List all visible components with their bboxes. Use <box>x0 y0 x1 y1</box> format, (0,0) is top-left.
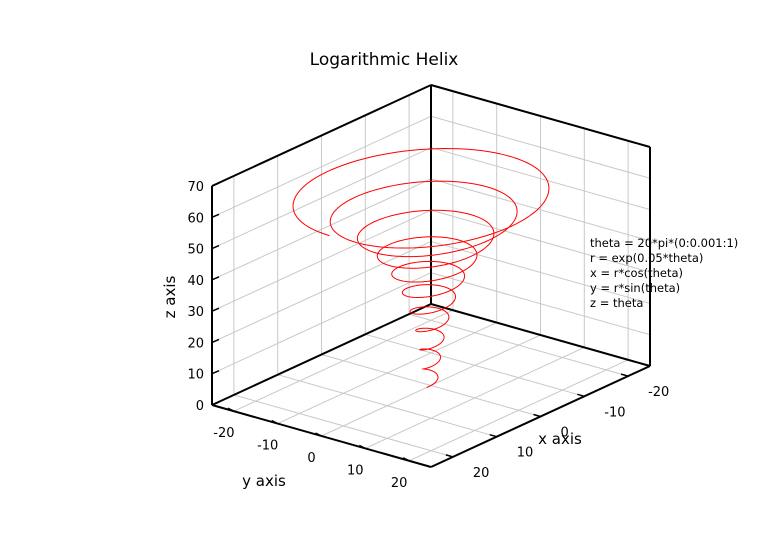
equation-annotation: theta = 20*pi*(0:0.001:1) r = exp(0.05*t… <box>590 236 738 310</box>
grid-line <box>430 178 651 242</box>
z-tick-mark <box>211 244 220 250</box>
y-tick-label: -10 <box>257 439 278 454</box>
grid-line <box>211 272 432 375</box>
z-tick-label: 30 <box>187 305 204 320</box>
annotation-line: r = exp(0.05*theta) <box>590 251 703 265</box>
grid-line <box>430 115 651 179</box>
annotation-line: x = r*cos(theta) <box>590 266 683 280</box>
annotation-line: y = r*sin(theta) <box>590 281 680 295</box>
y-tick-mark <box>271 419 279 425</box>
x-axis-label: x axis <box>538 430 582 448</box>
grid-line <box>277 322 497 425</box>
x-tick-mark <box>489 433 497 438</box>
grid-line <box>408 359 629 462</box>
grid-line <box>211 115 432 218</box>
y-tick-mark <box>402 457 410 462</box>
axis-edge <box>211 303 432 406</box>
axes-frame-back <box>211 84 651 406</box>
grid-line <box>211 147 432 250</box>
grid-line <box>211 240 432 343</box>
y-tick-label: 0 <box>307 451 315 466</box>
x-tick-mark <box>577 393 585 398</box>
axis-edge <box>430 84 651 148</box>
y-tick-label: 10 <box>347 463 364 478</box>
axis-edge <box>211 84 432 187</box>
x-tick-label: -10 <box>604 405 625 420</box>
x-tick-label: 10 <box>517 446 534 461</box>
y-tick-label: -20 <box>213 426 234 441</box>
y-axis-label: y axis <box>242 472 286 490</box>
z-tick-mark <box>211 276 220 281</box>
grid-line <box>430 209 651 273</box>
x-tick-label: 20 <box>473 466 490 481</box>
annotation-line: theta = 20*pi*(0:0.001:1) <box>590 236 738 250</box>
annotation-line: z = theta <box>590 296 643 310</box>
z-tick-mark <box>211 182 220 187</box>
y-tick-mark <box>358 444 366 450</box>
z-tick-label: 40 <box>187 274 204 289</box>
grid-line <box>430 147 651 211</box>
grid-line <box>211 178 432 281</box>
z-tick-mark <box>211 401 220 406</box>
z-tick-mark <box>211 213 220 218</box>
x-tick-mark <box>620 373 629 377</box>
grid-line <box>430 240 651 304</box>
z-tick-label: 10 <box>187 368 204 383</box>
z-tick-label: 50 <box>187 243 204 258</box>
axis-edge <box>430 303 651 367</box>
z-tick-mark <box>211 338 220 344</box>
grid-line <box>365 346 585 449</box>
x-tick-label: -20 <box>648 385 669 400</box>
y-tick-mark <box>315 432 322 437</box>
z-tick-label: 20 <box>187 336 204 351</box>
x-tick-mark <box>445 454 454 458</box>
grid-line <box>430 272 651 336</box>
grid-line <box>233 309 454 412</box>
y-tick-mark <box>227 407 235 412</box>
z-tick-label: 0 <box>196 399 204 414</box>
x-tick-label: 0 <box>561 426 569 441</box>
z-tick-label: 70 <box>187 180 204 195</box>
tick-layer: 0 10 20 30 40 50 60 70 -20 -10 0 10 20 -20 -10 0 10 20 <box>187 180 669 491</box>
helix-series-line <box>292 148 550 388</box>
chart-title: Logarithmic Helix <box>310 50 459 70</box>
x-tick-mark <box>533 413 541 418</box>
z-tick-mark <box>211 307 220 312</box>
z-axis-label: z axis <box>161 275 179 318</box>
grid-line <box>211 209 432 312</box>
z-tick-label: 60 <box>187 211 204 226</box>
y-tick-label: 20 <box>391 476 408 491</box>
z-tick-mark <box>211 370 220 375</box>
